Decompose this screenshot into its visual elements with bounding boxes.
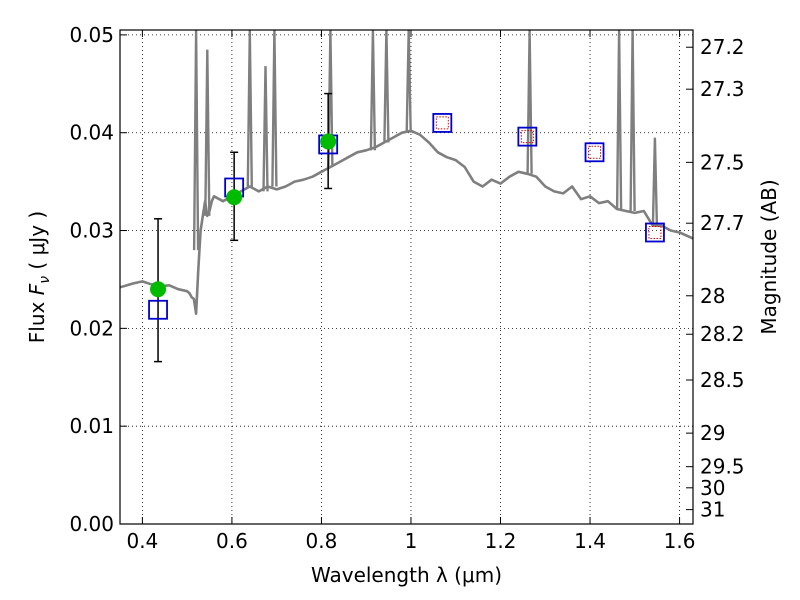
emission-line-spike bbox=[407, 30, 411, 133]
x-axis-label: Wavelength λ (μm) bbox=[311, 563, 502, 587]
sed-chart: 0.4 0.6 0.8 1 1.2 1.4 1.6 0.00 0.01 0.02 0.03 0.04 0… bbox=[0, 0, 800, 600]
measured-flux-point bbox=[320, 134, 336, 150]
predicted-flux-square bbox=[589, 146, 601, 158]
x-tick-label: 1.6 bbox=[664, 529, 696, 553]
x-tick-label: 0.8 bbox=[306, 529, 338, 553]
y-tick-label: 0.05 bbox=[69, 23, 114, 47]
emission-line-spike bbox=[272, 30, 276, 187]
emission-line-spike bbox=[528, 30, 532, 174]
y2-tick-label: 27.3 bbox=[700, 77, 745, 101]
y-tick-label: 0.00 bbox=[69, 512, 114, 536]
emission-line-spike bbox=[653, 138, 657, 226]
emission-line-spike bbox=[384, 30, 388, 143]
y2-tick-label: 27.2 bbox=[700, 35, 745, 59]
y2-tick-label: 28.2 bbox=[700, 322, 745, 346]
y-tick-label: 0.01 bbox=[69, 414, 114, 438]
measured-flux-point bbox=[226, 189, 242, 205]
y2-tick-label: 29 bbox=[700, 421, 725, 445]
x-tick-label: 1.4 bbox=[574, 529, 606, 553]
emission-line-spike bbox=[631, 30, 635, 211]
predicted-flux-square bbox=[436, 117, 448, 129]
y2-tick-label: 28 bbox=[700, 284, 725, 308]
y-tick-label: 0.03 bbox=[69, 219, 114, 243]
y2-tick-label: 27.7 bbox=[700, 211, 745, 235]
y2-tick-label: 28.5 bbox=[700, 368, 745, 392]
emission-line-spike bbox=[617, 30, 621, 209]
x-tick-label: 1 bbox=[405, 529, 418, 553]
y2-tick-label: 30 bbox=[700, 476, 725, 500]
y-tick-label: 0.04 bbox=[69, 121, 114, 145]
plot-area bbox=[120, 30, 693, 362]
emission-line-spike bbox=[248, 30, 252, 187]
emission-line-spike bbox=[264, 66, 268, 191]
y2-tick-label: 31 bbox=[700, 498, 725, 522]
predicted-flux-square bbox=[649, 226, 661, 238]
emission-line-spike bbox=[205, 50, 209, 216]
x-tick-label: 1.2 bbox=[485, 529, 517, 553]
x-tick-label: 0.4 bbox=[126, 529, 158, 553]
emission-line-spike bbox=[194, 30, 198, 250]
emission-line-spike bbox=[371, 30, 375, 150]
y2-tick-label: 27.5 bbox=[700, 150, 745, 174]
y-tick-label: 0.02 bbox=[69, 316, 114, 340]
x-tick-label: 0.6 bbox=[216, 529, 248, 553]
y-axis-label: Flux Fν ( μJy ) bbox=[25, 211, 53, 343]
measured-flux-point bbox=[150, 281, 166, 297]
y2-axis-label: Magnitude (AB) bbox=[757, 179, 781, 334]
